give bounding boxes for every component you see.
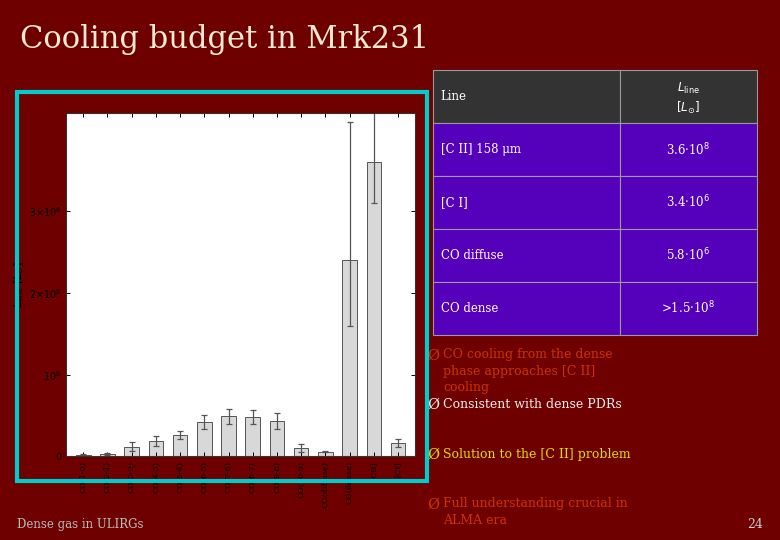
Text: 24: 24 <box>747 518 763 531</box>
Bar <box>100 454 115 456</box>
Text: [C I]: [C I] <box>441 196 467 209</box>
Text: >1.5·10$^8$: >1.5·10$^8$ <box>661 300 715 316</box>
Bar <box>149 441 163 456</box>
Text: Solution to the [C II] problem: Solution to the [C II] problem <box>443 448 631 461</box>
Y-axis label: $\mathit{L}_{\mathrm{line}}$ $[L_{\odot}]$: $\mathit{L}_{\mathrm{line}}$ $[L_{\odot}… <box>12 261 26 308</box>
Bar <box>222 416 236 456</box>
Text: Ø: Ø <box>427 448 440 462</box>
Bar <box>173 435 187 456</box>
Text: Ø: Ø <box>427 497 440 511</box>
Text: CO cooling from the dense
phase approaches [C II]
cooling: CO cooling from the dense phase approach… <box>443 348 612 394</box>
Text: Line: Line <box>441 90 466 103</box>
Text: Ø: Ø <box>427 348 440 362</box>
Text: CO dense: CO dense <box>441 302 498 315</box>
Text: Dense gas in ULIRGs: Dense gas in ULIRGs <box>17 518 144 531</box>
Text: 3.6·10$^8$: 3.6·10$^8$ <box>666 141 711 158</box>
Bar <box>270 421 284 456</box>
Text: $[L_{\odot}]$: $[L_{\odot}]$ <box>676 100 700 116</box>
Text: 3.4·10$^6$: 3.4·10$^6$ <box>666 194 711 211</box>
Bar <box>391 443 406 456</box>
Text: Cooling budget in Mrk231: Cooling budget in Mrk231 <box>20 24 429 55</box>
Bar <box>246 417 260 456</box>
Text: 5.8·10$^6$: 5.8·10$^6$ <box>666 247 711 264</box>
Text: $\mathit{L}_{\mathrm{line}}$: $\mathit{L}_{\mathrm{line}}$ <box>677 81 700 96</box>
Text: Ø: Ø <box>427 398 440 412</box>
Text: [C II] 158 μm: [C II] 158 μm <box>441 143 521 156</box>
Text: CO diffuse: CO diffuse <box>441 249 503 262</box>
Bar <box>318 451 332 456</box>
Bar <box>294 448 308 456</box>
Text: Full understanding crucial in
ALMA era: Full understanding crucial in ALMA era <box>443 497 628 527</box>
Bar <box>76 455 90 456</box>
Bar <box>342 260 357 456</box>
Bar <box>125 447 139 456</box>
Bar <box>197 422 211 456</box>
Bar <box>367 163 381 456</box>
Text: Consistent with dense PDRs: Consistent with dense PDRs <box>443 398 622 411</box>
